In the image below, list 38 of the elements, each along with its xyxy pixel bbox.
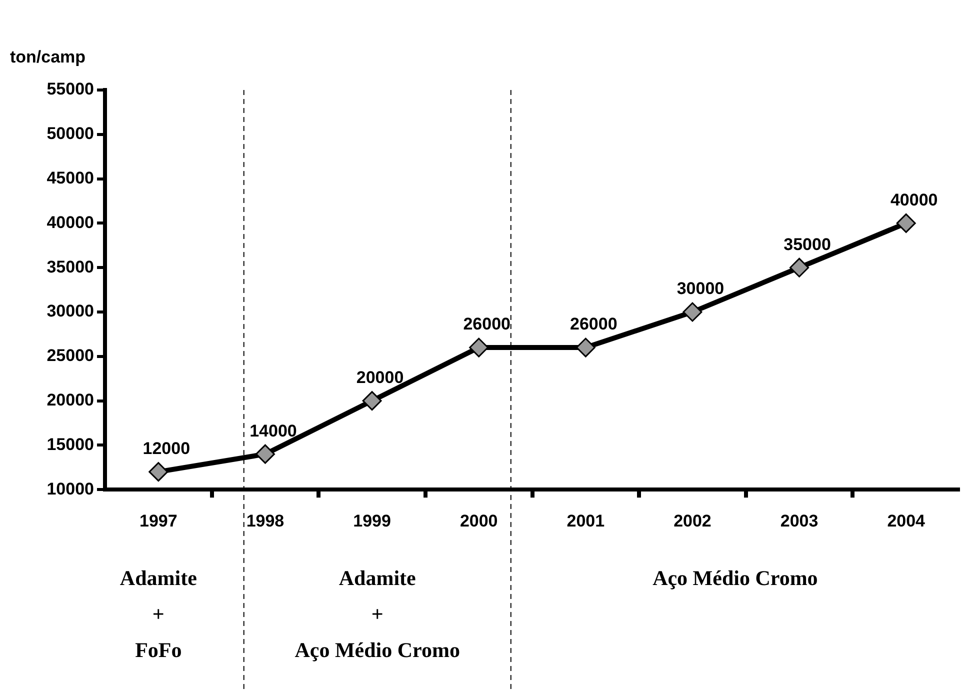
data-label: 20000 (356, 368, 404, 387)
point (896, 213, 916, 233)
text: Adamite + FoFo (120, 566, 197, 662)
y-tick-label: 35000 (46, 257, 94, 276)
data-label: 26000 (570, 314, 618, 334)
y-tick-label: 45000 (46, 168, 94, 188)
y-tick-label: 50000 (46, 124, 94, 144)
data-label: 26000 (463, 314, 510, 334)
point (255, 444, 275, 464)
x-tick-label: 2003 (780, 511, 818, 530)
data-label: 30000 (676, 279, 724, 298)
x-tick-label: 1998 (246, 511, 284, 530)
text: Aço Médio Cromo (652, 566, 818, 590)
x-tick-label: 1997 (139, 511, 178, 530)
data-label: 35000 (784, 234, 831, 254)
point (682, 302, 702, 322)
y-tick-label: 25000 (46, 346, 94, 366)
x-tick-label: 2002 (674, 511, 712, 530)
data-label: 12000 (142, 439, 190, 458)
x-tick-label: 2004 (887, 511, 926, 530)
point (362, 391, 382, 411)
text: Adamite + Aço Médio Cromo (294, 566, 460, 662)
data-label: 14000 (250, 421, 297, 440)
point (469, 338, 489, 358)
point (148, 462, 168, 482)
point (790, 258, 810, 278)
y-tick-label: 15000 (46, 434, 94, 454)
point (576, 338, 596, 358)
x-tick-label: 2000 (460, 511, 498, 530)
x-tick-label: 2001 (566, 511, 605, 530)
y-tick-label: 10000 (46, 479, 94, 498)
x-tick-label: 1999 (353, 511, 391, 530)
y-tick-label: 55000 (46, 80, 94, 99)
y-tick-label: 30000 (46, 302, 94, 321)
data-label: 40000 (890, 190, 938, 210)
y-tick-label: 20000 (46, 390, 94, 410)
y-tick-label: 40000 (46, 212, 94, 232)
y-axis-title: ton/camp (10, 48, 86, 67)
